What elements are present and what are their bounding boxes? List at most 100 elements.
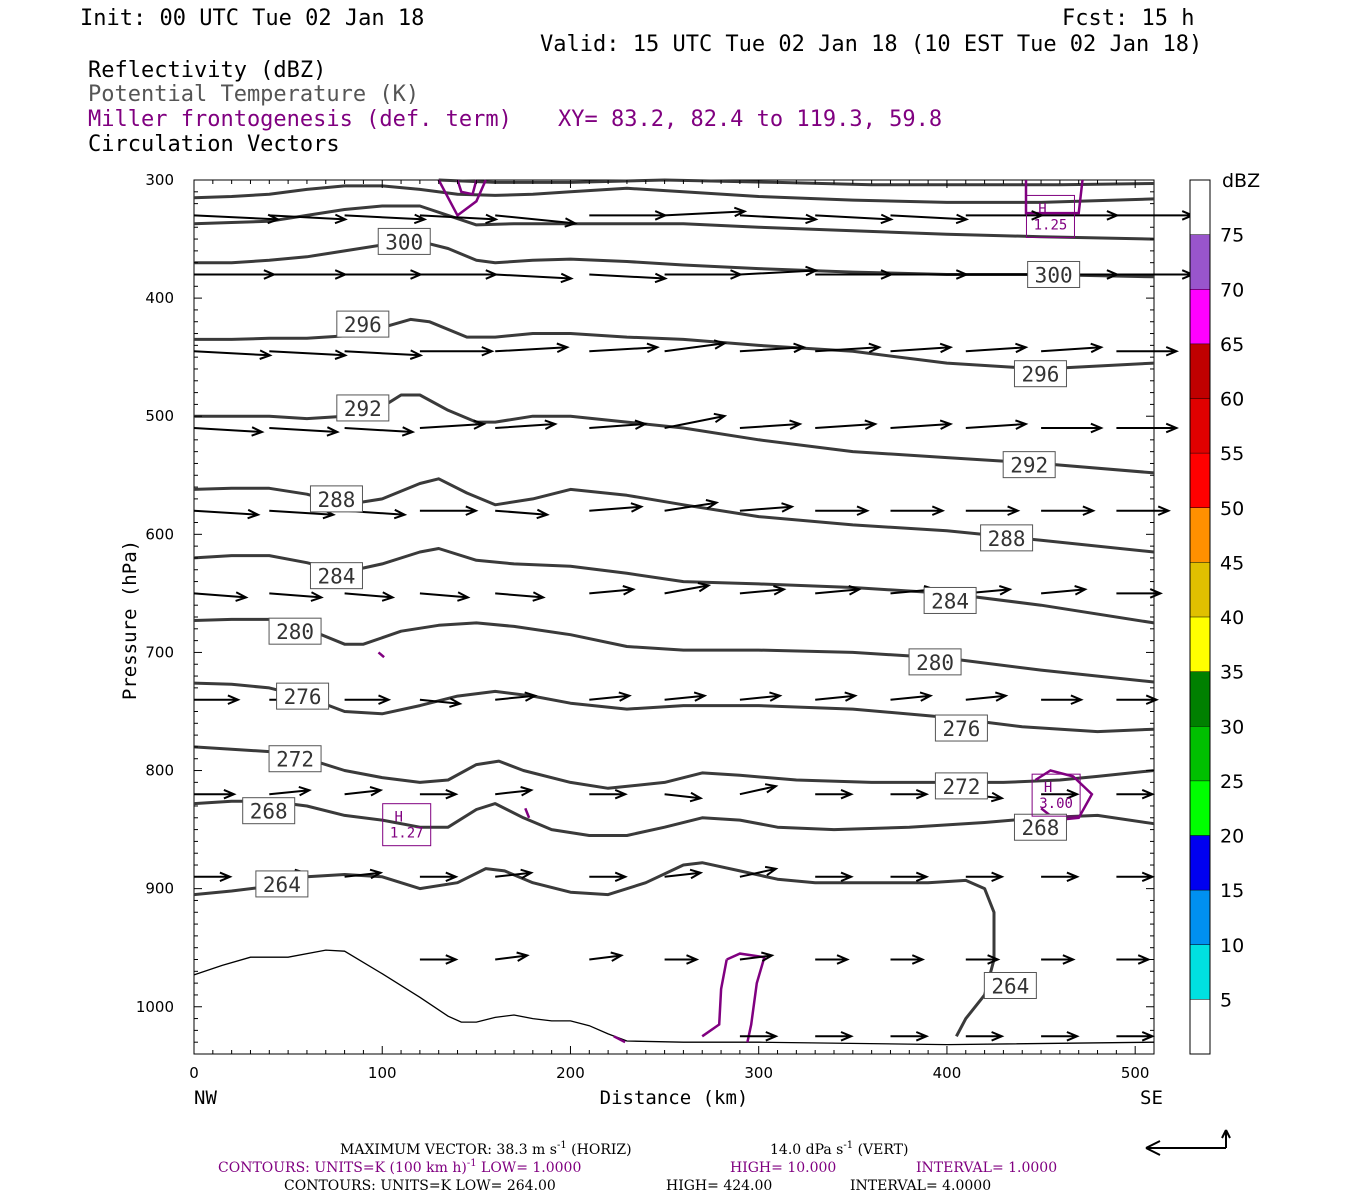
- vector-arrow-r3-c9: [890, 419, 954, 430]
- vector-arrow-r6-c3: [419, 697, 463, 708]
- cross-section-endpoints: XY= 83.2, 82.4 to 119.3, 59.8: [558, 107, 942, 132]
- colorbar-segment-1: [1190, 944, 1210, 1000]
- vector-arrow-r7-c2: [344, 786, 384, 797]
- vector-arrow-r6-c0: [194, 694, 241, 705]
- vector-arrow-r4-c7: [739, 502, 795, 513]
- field-circulation-vectors: Circulation Vectors: [88, 132, 340, 157]
- vector-arrow-r2-c11: [1041, 342, 1104, 354]
- vector-arrow-r7-c11: [1041, 788, 1080, 800]
- max-vector-horiz-exp: -1: [557, 1140, 567, 1151]
- vector-arrow-r3-c4: [495, 419, 558, 430]
- colorbar-segment-8: [1190, 562, 1210, 617]
- vector-arrow-r4-c3: [419, 505, 479, 516]
- theta-contour-296: [194, 317, 1155, 371]
- vector-arrow-r5-c6: [664, 582, 712, 595]
- vector-arrow-r6-c6: [664, 691, 708, 702]
- vector-arrow-r4-c6: [664, 499, 720, 512]
- frontogenesis-contour-4: [524, 807, 531, 819]
- se-end-label: SE: [1140, 1087, 1163, 1109]
- vector-arrow-r8-c2: [344, 868, 384, 880]
- max-vector-vert-tag: (VERT): [858, 1142, 909, 1158]
- vector-arrow-r3-c7: [739, 419, 803, 430]
- max-vector-horiz: MAXIMUM VECTOR: 38.3 m s: [340, 1142, 557, 1158]
- vector-arrow-r0-c7: [739, 213, 819, 225]
- high-value-2: 3.00: [1039, 796, 1073, 812]
- vector-arrow-r2-c1: [269, 349, 348, 360]
- theta-label-box-11: [908, 648, 962, 676]
- theta-contour-high: HIGH= 424.00: [666, 1178, 772, 1194]
- vector-arrow-r10-c12: [1116, 1031, 1155, 1042]
- vector-arrow-r0-c9: [890, 213, 970, 225]
- theta-label-box-3: [1013, 360, 1067, 388]
- vector-arrow-r4-c0: [193, 508, 261, 520]
- frontogenesis-units-exp: -1: [467, 1158, 477, 1169]
- y-tick-label-600: 600: [145, 525, 174, 543]
- vector-arrow-r2-c2: [344, 349, 424, 360]
- vector-arrow-r3-c12: [1116, 422, 1179, 434]
- colorbar-label-35: 35: [1220, 662, 1244, 684]
- colorbar-segment-7: [1190, 617, 1210, 672]
- vector-arrow-r9-c7: [739, 951, 775, 962]
- theta-contour-268: [193, 799, 1155, 837]
- colorbar-segment-10: [1190, 453, 1210, 508]
- vector-arrow-r5-c4: [495, 591, 546, 602]
- colorbar-label-10: 10: [1220, 935, 1244, 957]
- x-tick-label-300: 300: [744, 1064, 773, 1082]
- vector-arrow-r3-c5: [589, 419, 648, 430]
- vector-arrow-r5-c11: [1041, 585, 1088, 596]
- vector-arrow-r10-c7: [739, 1031, 779, 1042]
- theta-label-272: 272: [942, 775, 980, 799]
- forecast-hour: Fcst: 15 h: [1062, 6, 1194, 31]
- vector-arrow-r2-c3: [419, 346, 495, 357]
- vector-arrow-r6-c9: [890, 691, 934, 702]
- vector-arrow-r8-c7: [739, 865, 779, 878]
- vector-arrow-r8-c3: [419, 871, 459, 883]
- max-vector-vert-info: 14.0 dPa s-1 (VERT): [770, 1140, 908, 1158]
- init-time: Init: 00 UTC Tue 02 Jan 18: [80, 6, 424, 31]
- vector-arrow-r7-c6: [664, 791, 704, 803]
- colorbar-segment-4: [1190, 780, 1210, 836]
- theta-contour-284: [193, 547, 1155, 625]
- vector-arrow-r10-c9: [890, 1031, 930, 1042]
- vector-arrow-r7-c0: [194, 788, 237, 800]
- max-vector-info: MAXIMUM VECTOR: 38.3 m s-1 (HORIZ): [340, 1140, 632, 1158]
- theta-label-296: 296: [1022, 363, 1060, 387]
- theta-label-264: 264: [263, 873, 301, 897]
- vector-arrow-r0-c3: [419, 213, 499, 225]
- vector-arrow-r3-c8: [815, 419, 878, 430]
- vector-arrow-r3-c1: [269, 426, 340, 437]
- theta-contour-unlabeled-11: [193, 184, 1155, 204]
- vector-arrow-r8-c6: [664, 868, 704, 880]
- vector-arrow-r6-c2: [344, 694, 392, 705]
- theta-label-box-5: [1002, 451, 1056, 479]
- high-box-1: [382, 803, 432, 847]
- theta-label-272: 272: [276, 748, 314, 772]
- colorbar-label-25: 25: [1220, 771, 1244, 793]
- theta-label-box-13: [934, 714, 988, 742]
- vector-arrow-r2-c9: [890, 342, 954, 354]
- vector-arrow-r4-c8: [815, 505, 870, 516]
- vector-arrow-r8-c9: [890, 871, 930, 883]
- frontogenesis-contour-3: [377, 651, 385, 659]
- y-tick-label-700: 700: [145, 643, 174, 661]
- vector-arrow-r2-c5: [589, 342, 660, 353]
- colorbar-label-70: 70: [1220, 279, 1244, 301]
- theta-label-box-14: [268, 745, 322, 773]
- colorbar-segment-13: [1190, 289, 1210, 344]
- y-tick-label-1000: 1000: [136, 998, 174, 1016]
- colorbar-label-45: 45: [1220, 552, 1244, 574]
- max-vector-horiz-tag: (HORIZ): [571, 1142, 631, 1158]
- vector-arrow-r0-c6: [664, 206, 748, 218]
- theta-label-276: 276: [284, 685, 322, 709]
- colorbar-segment-9: [1190, 507, 1210, 563]
- theta-label-box-7: [980, 524, 1034, 552]
- vector-arrow-r1-c4: [495, 272, 574, 284]
- theta-label-292: 292: [1010, 454, 1048, 478]
- reference-vector: [1145, 1129, 1231, 1156]
- vector-arrow-r0-c4: [495, 214, 578, 228]
- theta-label-288: 288: [988, 527, 1026, 551]
- colorbar-label-5: 5: [1220, 989, 1232, 1011]
- y-tick-label-400: 400: [145, 289, 174, 307]
- vector-arrow-r3-c2: [344, 426, 416, 437]
